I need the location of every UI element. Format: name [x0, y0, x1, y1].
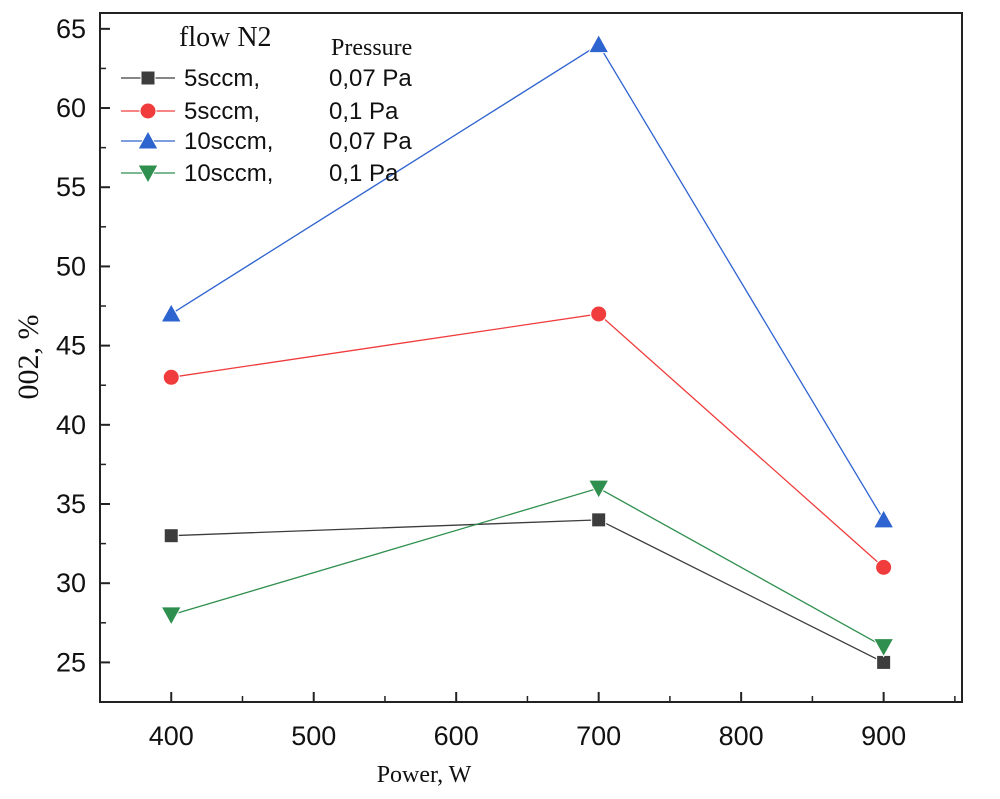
x-tick-label: 800 [719, 721, 764, 751]
legend: flow N2 Pressure 5sccm, 0,07 Pa 5sccm, 0,1 … [121, 22, 412, 187]
legend-series-pressure: 0,07 Pa [329, 65, 412, 92]
legend-series-name: 10sccm, [184, 160, 273, 187]
legend-entry: 5sccm, 0,1 Pa [121, 98, 399, 125]
y-axis-ticks: 25 30 35 40 45 50 55 60 65 [56, 14, 110, 677]
data-point [587, 479, 610, 500]
y-tick-label: 65 [56, 14, 86, 44]
legend-column-title: Pressure [331, 35, 412, 61]
x-axis-label: Power, W [377, 762, 472, 788]
data-point [587, 33, 610, 54]
series-2 [162, 305, 893, 576]
data-point [590, 305, 608, 323]
y-tick-label: 60 [56, 93, 86, 123]
legend-series-pressure: 0,1 Pa [329, 98, 399, 125]
x-tick-label: 700 [576, 721, 621, 751]
series-line [171, 519, 884, 663]
x-tick-label: 500 [291, 721, 336, 751]
data-point [872, 508, 895, 529]
data-point [875, 558, 893, 576]
legend-marker [139, 102, 157, 120]
series-layer [160, 33, 895, 670]
y-tick-label: 50 [56, 251, 86, 281]
legend-title: flow N2 [179, 22, 272, 53]
series-line [170, 43, 885, 521]
data-point [162, 368, 180, 386]
legend-series-name: 5sccm, [184, 98, 260, 125]
data-point [160, 302, 183, 323]
legend-entry: 10sccm, 0,1 Pa [121, 160, 399, 187]
data-point [160, 606, 183, 626]
plot-area-border [99, 12, 963, 703]
legend-series-name: 10sccm, [184, 128, 273, 155]
x-tick-label: 400 [149, 721, 194, 751]
legend-marker [137, 164, 159, 185]
legend-marker [140, 70, 156, 86]
series-4 [160, 479, 895, 658]
legend-series-pressure: 0,07 Pa [329, 128, 412, 155]
y-tick-label: 30 [56, 568, 86, 598]
x-tick-label: 600 [434, 721, 479, 751]
legend-series-name: 5sccm, [184, 65, 260, 92]
x-tick-label: 900 [861, 721, 906, 751]
data-point [591, 512, 607, 528]
y-tick-label: 45 [56, 331, 86, 361]
x-axis-ticks: 400 500 600 700 800 900 [149, 692, 956, 751]
y-tick-label: 35 [56, 489, 86, 519]
series-line [171, 313, 885, 568]
series-3 [160, 33, 895, 529]
legend-entry: 5sccm, 0,07 Pa [121, 65, 412, 92]
plot-frame [99, 12, 963, 703]
y-axis-label: 002, % [12, 315, 45, 400]
y-tick-label: 55 [56, 172, 86, 202]
data-point [163, 528, 179, 544]
y-tick-label: 25 [56, 647, 86, 677]
series-1 [163, 512, 892, 670]
y-tick-label: 40 [56, 410, 86, 440]
legend-series-pressure: 0,1 Pa [329, 160, 399, 187]
legend-marker [137, 129, 159, 150]
series-line [171, 487, 884, 648]
data-point [872, 638, 895, 658]
legend-entry: 10sccm, 0,07 Pa [121, 128, 412, 155]
